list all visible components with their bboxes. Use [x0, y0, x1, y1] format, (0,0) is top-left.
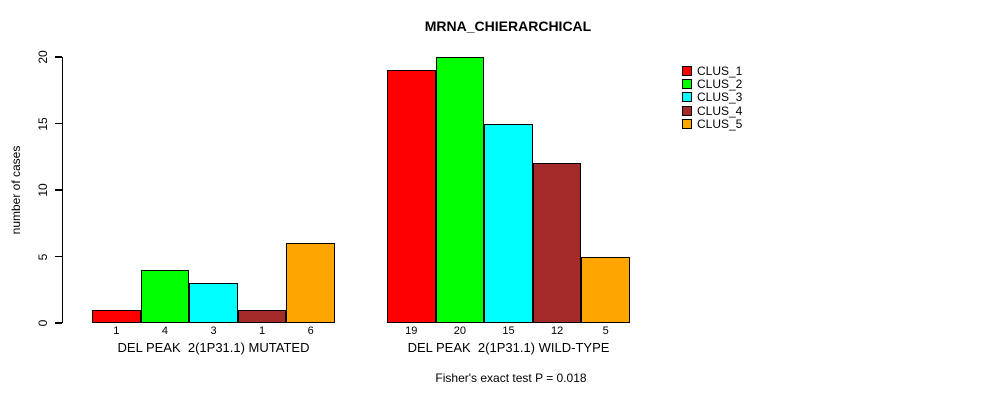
y-tick-mark — [55, 56, 62, 58]
legend: CLUS_1 CLUS_2 CLUS_3 CLUS_4 CLUS_5 — [682, 63, 743, 131]
bar-value-label: 1 — [113, 325, 120, 337]
y-tick-label: 0 — [36, 319, 50, 327]
bar-value-label: 6 — [307, 325, 314, 337]
bar — [189, 283, 238, 323]
y-axis-title: number of cases — [9, 145, 23, 235]
bar-value-label: 4 — [161, 325, 168, 337]
y-tick-mark — [55, 189, 62, 191]
fisher-test-note: Fisher's exact test P = 0.018 — [435, 371, 587, 385]
bar — [286, 243, 335, 323]
y-tick-mark — [55, 122, 62, 125]
bar — [532, 163, 582, 323]
legend-label: CLUS_2 — [697, 76, 743, 91]
bar — [484, 123, 533, 323]
legend-entry: CLUS_5 — [682, 116, 743, 131]
bar-value-label: 5 — [602, 325, 609, 337]
bar — [435, 57, 485, 323]
legend-label: CLUS_4 — [697, 103, 743, 118]
chart-title: MRNA_CHIERARCHICAL — [424, 18, 592, 34]
legend-entry: CLUS_1 — [682, 63, 743, 78]
y-tick-label: 20 — [36, 50, 50, 64]
bar-value-label: 19 — [405, 325, 418, 337]
legend-swatch — [682, 118, 692, 129]
x-group-label: DEL PEAK 2(1P31.1) MUTATED — [117, 340, 310, 355]
bar — [237, 309, 287, 323]
bar-value-label: 15 — [502, 325, 515, 337]
bar-value-label: 1 — [259, 325, 266, 337]
y-tick-mark — [55, 255, 62, 258]
bar-value-label: 12 — [550, 325, 564, 337]
legend-entry: CLUS_3 — [682, 90, 743, 105]
bar-value-label: 3 — [210, 325, 217, 337]
bar — [387, 70, 436, 323]
legend-swatch — [682, 78, 692, 89]
bar — [140, 269, 190, 323]
bar — [581, 256, 630, 323]
y-tick-mark — [55, 322, 62, 324]
y-axis-line — [62, 57, 64, 323]
x-group-label: DEL PEAK 2(1P31.1) WILD-TYPE — [407, 340, 610, 355]
legend-entry: CLUS_4 — [682, 103, 743, 118]
legend-label: CLUS_5 — [697, 116, 743, 131]
legend-label: CLUS_3 — [697, 90, 743, 105]
legend-swatch — [682, 105, 692, 116]
legend-entry: CLUS_2 — [682, 76, 743, 91]
y-tick-label: 10 — [36, 183, 50, 197]
bar — [92, 309, 141, 323]
legend-swatch — [682, 65, 692, 76]
y-tick-label: 15 — [36, 116, 50, 131]
legend-label: CLUS_1 — [697, 63, 743, 78]
y-tick-label: 5 — [36, 253, 50, 260]
legend-swatch — [682, 92, 692, 103]
bar-value-label: 20 — [453, 325, 467, 337]
